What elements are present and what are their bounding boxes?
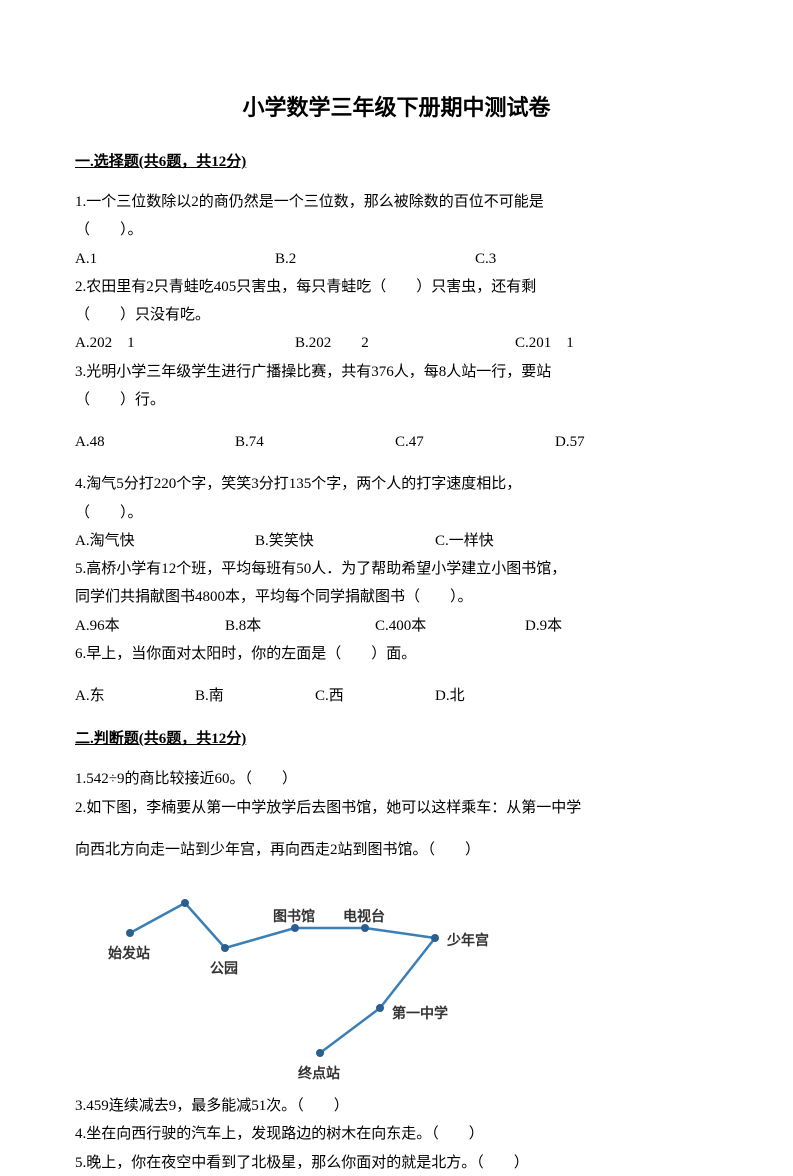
q2-optB: B.202 2 bbox=[295, 330, 515, 356]
q4-optC: C.一样快 bbox=[435, 528, 494, 554]
diagram-node bbox=[316, 1049, 324, 1057]
diagram-label: 第一中学 bbox=[392, 1003, 448, 1023]
q4-line2: （ ）。 bbox=[75, 500, 718, 526]
q5-options: A.96本 B.8本 C.400本 D.9本 bbox=[75, 613, 718, 639]
q5-optC: C.400本 bbox=[375, 613, 525, 639]
q4-line1: 4.淘气5分打220个字，笑笑3分打135个字，两个人的打字速度相比， bbox=[75, 471, 718, 497]
q5-line2: 同学们共捐献图书4800本，平均每个同学捐献图书（ ）。 bbox=[75, 584, 718, 610]
diagram-label: 少年宫 bbox=[447, 930, 489, 950]
q3-optD: D.57 bbox=[555, 429, 585, 455]
q4-optA: A.淘气快 bbox=[75, 528, 255, 554]
q2-line2: （ ）只没有吃。 bbox=[75, 302, 718, 328]
diagram-label: 电视台 bbox=[343, 906, 385, 926]
q5-optA: A.96本 bbox=[75, 613, 225, 639]
page-title: 小学数学三年级下册期中测试卷 bbox=[75, 90, 718, 122]
section1-header: 一.选择题(共6题，共12分) bbox=[75, 150, 718, 171]
q4-optB: B.笑笑快 bbox=[255, 528, 435, 554]
q1-optC: C.3 bbox=[475, 246, 496, 272]
q1-optB: B.2 bbox=[275, 246, 475, 272]
diagram-node bbox=[181, 899, 189, 907]
diagram-node bbox=[126, 929, 134, 937]
diagram-label: 终点站 bbox=[298, 1063, 340, 1083]
q6-optA: A.东 bbox=[75, 683, 195, 709]
q1-options: A.1 B.2 C.3 bbox=[75, 246, 718, 272]
s2-q3: 3.459连续减去9，最多能减51次。（ ） bbox=[75, 1093, 718, 1119]
diagram-node bbox=[376, 1004, 384, 1012]
s2-q2-line2: 向西北方向走一站到少年宫，再向西走2站到图书馆。（ ） bbox=[75, 837, 718, 863]
q5-line1: 5.高桥小学有12个班，平均每班有50人．为了帮助希望小学建立小图书馆， bbox=[75, 556, 718, 582]
diagram-label: 图书馆 bbox=[273, 906, 315, 926]
q5-optB: B.8本 bbox=[225, 613, 375, 639]
q2-optC: C.201 1 bbox=[515, 330, 574, 356]
s2-q5: 5.晚上，你在夜空中看到了北极星，那么你面对的就是北方。（ ） bbox=[75, 1150, 718, 1176]
q3-optC: C.47 bbox=[395, 429, 555, 455]
q6-optD: D.北 bbox=[435, 683, 465, 709]
q2-options: A.202 1 B.202 2 C.201 1 bbox=[75, 330, 718, 356]
diagram-label: 始发站 bbox=[108, 943, 150, 963]
q4-options: A.淘气快 B.笑笑快 C.一样快 bbox=[75, 528, 718, 554]
q6-optB: B.南 bbox=[195, 683, 315, 709]
q6-line1: 6.早上，当你面对太阳时，你的左面是（ ）面。 bbox=[75, 641, 718, 667]
q3-options: A.48 B.74 C.47 D.57 bbox=[75, 429, 718, 455]
diagram-label: 公园 bbox=[210, 958, 238, 978]
q1-optA: A.1 bbox=[75, 246, 275, 272]
q6-optC: C.西 bbox=[315, 683, 435, 709]
q3-line2: （ ）行。 bbox=[75, 387, 718, 413]
s2-q1: 1.542÷9的商比较接近60。（ ） bbox=[75, 766, 718, 792]
q1-line2: （ ）。 bbox=[75, 217, 718, 243]
diagram-node bbox=[221, 944, 229, 952]
diagram-node bbox=[431, 934, 439, 942]
q2-line1: 2.农田里有2只青蛙吃405只害虫，每只青蛙吃（ ）只害虫，还有剩 bbox=[75, 274, 718, 300]
section2-header: 二.判断题(共6题，共12分) bbox=[75, 727, 718, 748]
q1-line1: 1.一个三位数除以2的商仍然是一个三位数，那么被除数的百位不可能是 bbox=[75, 189, 718, 215]
q6-options: A.东 B.南 C.西 D.北 bbox=[75, 683, 718, 709]
q3-line1: 3.光明小学三年级学生进行广播操比赛，共有376人，每8人站一行，要站 bbox=[75, 359, 718, 385]
s2-q2-line1: 2.如下图，李楠要从第一中学放学后去图书馆，她可以这样乘车：从第一中学 bbox=[75, 795, 718, 821]
s2-q4: 4.坐在向西行驶的汽车上，发现路边的树木在向东走。（ ） bbox=[75, 1121, 718, 1147]
q2-optA: A.202 1 bbox=[75, 330, 295, 356]
q3-optB: B.74 bbox=[235, 429, 395, 455]
q3-optA: A.48 bbox=[75, 429, 235, 455]
route-diagram: 始发站公园图书馆电视台少年宫第一中学终点站 bbox=[110, 883, 490, 1073]
q5-optD: D.9本 bbox=[525, 613, 562, 639]
